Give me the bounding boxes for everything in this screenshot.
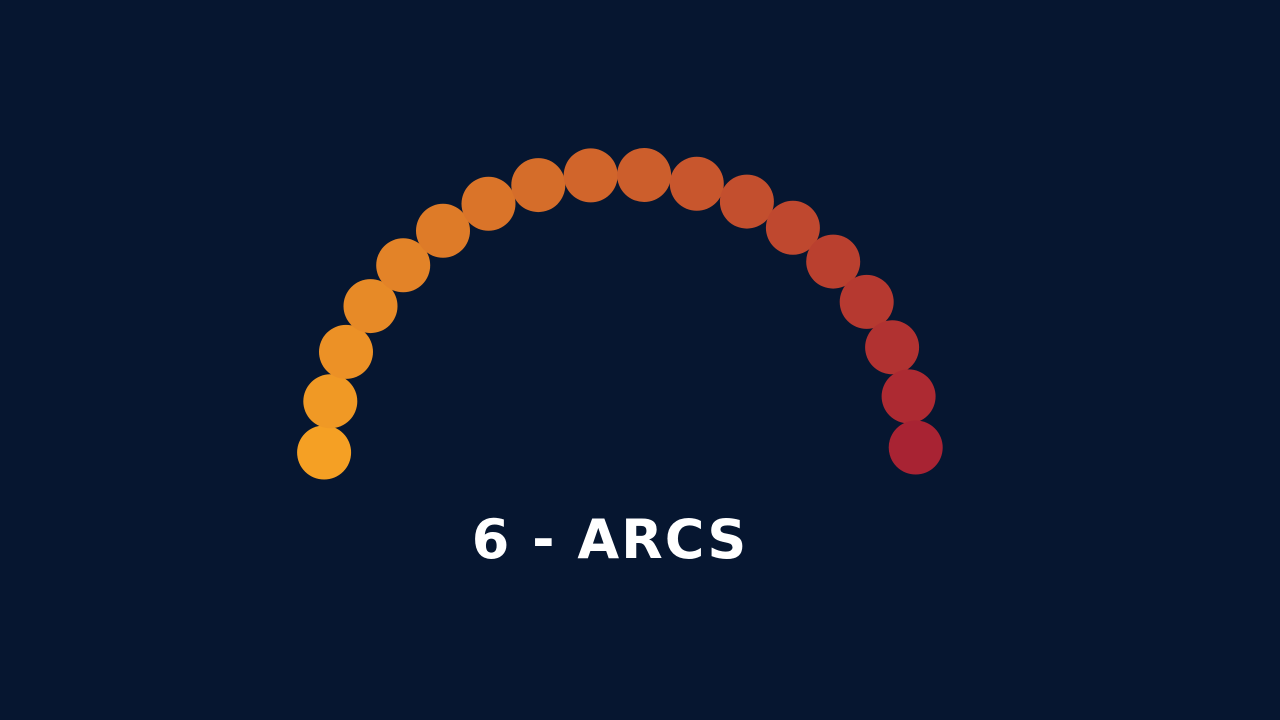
- arc-dot: [376, 238, 431, 293]
- arc-dot: [806, 234, 861, 289]
- caption-title: 6 - ARCS: [471, 508, 749, 571]
- arc-dot: [719, 174, 774, 229]
- arc-dot: [303, 374, 358, 429]
- arc-dot: [881, 369, 936, 424]
- arc-dot: [563, 148, 618, 203]
- arc-dot: [343, 279, 398, 334]
- arc-dot: [765, 200, 820, 255]
- arc-dot: [461, 176, 516, 231]
- arc-dot: [888, 420, 943, 475]
- arc-dot: [511, 158, 566, 213]
- arc-dot: [669, 156, 724, 211]
- arc-dot: [865, 320, 920, 375]
- arc-dot: [319, 324, 373, 379]
- arc-dot: [617, 148, 672, 202]
- arc-dot: [297, 425, 352, 480]
- arc-dot: [839, 274, 894, 329]
- arc-dot: [416, 203, 470, 258]
